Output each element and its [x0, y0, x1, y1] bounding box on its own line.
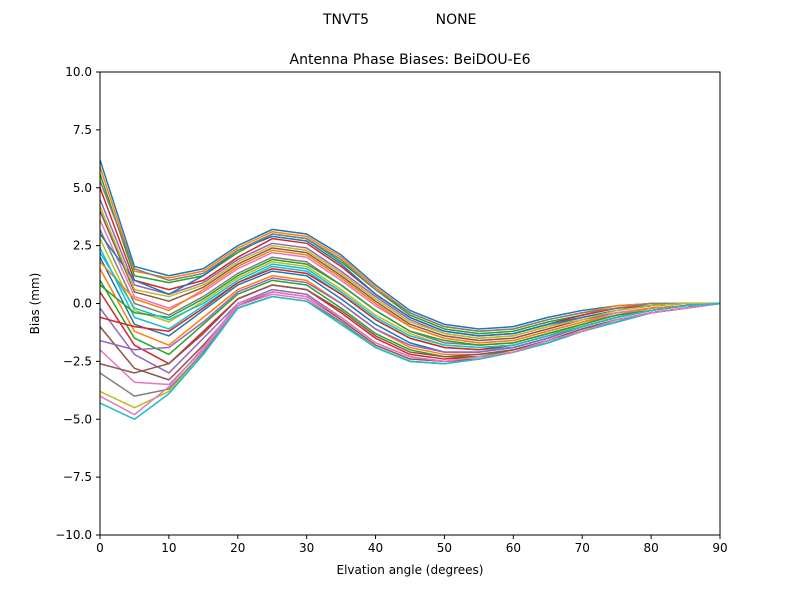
y-tick-label: −5.0	[63, 412, 92, 426]
x-axis-label: Elvation angle (degrees)	[337, 563, 484, 577]
series-line-29	[100, 205, 720, 339]
x-tick-label: 50	[437, 541, 452, 555]
series-layer	[100, 159, 720, 420]
figure-suptitle-radome: NONE	[436, 12, 477, 28]
x-axis: 0 10 20 30 40 50 60 70 80 90	[96, 535, 728, 555]
series-line-30	[100, 252, 720, 349]
series-line-27	[100, 291, 720, 416]
x-tick-label: 60	[506, 541, 521, 555]
y-tick-label: 5.0	[73, 181, 92, 195]
x-tick-label: 90	[712, 541, 727, 555]
chart-title: Antenna Phase Biases: BeiDOU-E6	[290, 52, 531, 68]
plot-area-frame	[99, 71, 721, 536]
series-line-28	[100, 180, 720, 333]
y-tick-label: 7.5	[73, 123, 92, 137]
y-tick-label: 2.5	[73, 239, 92, 253]
y-tick-label: 0.0	[73, 297, 92, 311]
series-line-8	[100, 229, 720, 346]
figure-suptitle-station: TNVT5	[322, 12, 369, 28]
x-tick-label: 10	[161, 541, 176, 555]
y-tick-label: −2.5	[63, 354, 92, 368]
series-line-20	[100, 295, 720, 420]
series-line-10	[100, 247, 720, 351]
y-tick-label: −7.5	[63, 470, 92, 484]
x-tick-label: 30	[299, 541, 314, 555]
y-axis-label: Bias (mm)	[28, 273, 42, 335]
x-tick-label: 0	[96, 541, 104, 555]
x-tick-label: 70	[575, 541, 590, 555]
series-line-23	[100, 258, 720, 346]
y-tick-label: −10.0	[55, 528, 92, 542]
y-axis: −10.0 −7.5 −5.0 −2.5 0.0 2.5 5.0 7.5 10.0	[55, 65, 100, 542]
x-tick-label: 40	[368, 541, 383, 555]
series-line-21	[100, 233, 720, 337]
x-tick-label: 20	[230, 541, 245, 555]
x-tick-label: 80	[643, 541, 658, 555]
y-tick-label: 10.0	[65, 65, 92, 79]
